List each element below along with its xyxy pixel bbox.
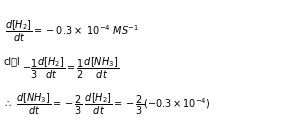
- Text: $\therefore\ \dfrac{d[NH_3]}{dt} = -\dfrac{2}{3}\ \dfrac{d[H_2]}{dt} = -\dfrac{2: $\therefore\ \dfrac{d[NH_3]}{dt} = -\dfr…: [3, 92, 210, 117]
- Text: $-\dfrac{1}{3}\dfrac{d[H_2]}{dt} = \dfrac{1}{2}\dfrac{d[NH_3]}{dt}$: $-\dfrac{1}{3}\dfrac{d[H_2]}{dt} = \dfra…: [22, 56, 119, 81]
- Text: cl॒l: cl॒l: [3, 56, 20, 66]
- Text: $\dfrac{d[H_2]}{dt} = -0.3 \times \ 10^{-4}\ MS^{-1}$: $\dfrac{d[H_2]}{dt} = -0.3 \times \ 10^{…: [5, 19, 139, 44]
